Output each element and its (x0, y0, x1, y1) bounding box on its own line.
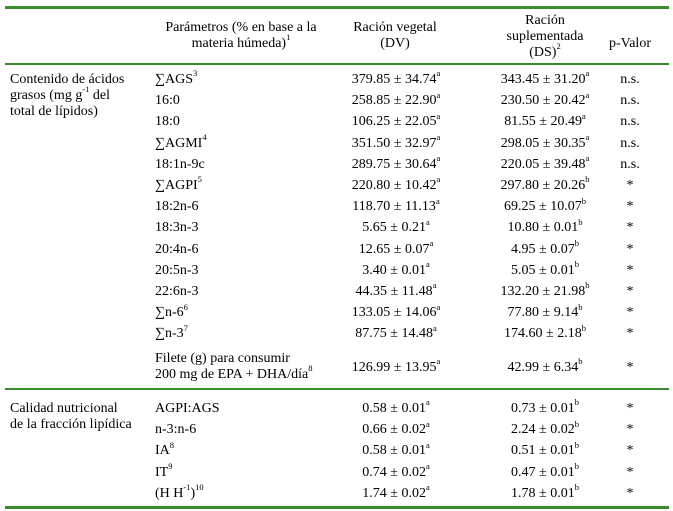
row-p-value: * (626, 241, 634, 257)
row-ds-value: 0.51 ± 0.01b (511, 439, 579, 459)
row-ds-value: 81.55 ± 20.49a (504, 110, 586, 130)
row-parameter: ∑n-66 (155, 301, 188, 321)
top-rule (5, 6, 669, 9)
row-parameter: n-3:n-6 (155, 422, 197, 438)
row-p-value: n.s. (620, 93, 640, 109)
row-ds-value: 132.20 ± 21.98b (500, 280, 590, 299)
row-p-value: * (626, 360, 634, 375)
row-p-value: * (626, 284, 634, 299)
header-dv: Ración vegetal (DV) (353, 20, 437, 51)
row-ds-value: 77.80 ± 9.14b (507, 301, 583, 321)
row-p-value: * (626, 464, 634, 480)
row-ds-value: 1.78 ± 0.01b (511, 482, 579, 501)
row-p-value: * (626, 199, 634, 215)
row-p-value: n.s. (620, 156, 640, 172)
row-p-value: * (626, 401, 634, 416)
group-separator-rule (5, 388, 669, 390)
row-p-value: n.s. (620, 135, 640, 151)
row-dv-value: 118.70 ± 11.13a (352, 195, 440, 215)
header-ds: Ración suplementada (DS)2 (506, 13, 584, 60)
header-p-value: p-Valor (609, 36, 651, 51)
row-dv-value: 87.75 ± 14.48a (355, 322, 437, 342)
row-parameter: Filete (g) para consumir 200 mg de EPA +… (155, 351, 313, 382)
row-dv-value: 289.75 ± 30.64a (351, 153, 441, 172)
row-ds-value: 5.05 ± 0.01b (511, 259, 579, 278)
row-parameter: 22:6n-3 (155, 284, 199, 299)
row-p-value: n.s. (620, 72, 640, 87)
row-parameter: 18:3n-3 (155, 220, 199, 236)
row-parameter: 20:4n-6 (155, 241, 199, 257)
row-dv-value: 5.65 ± 0.21a (362, 216, 430, 236)
row-p-value: * (626, 422, 634, 438)
group-label-nutritional-quality: Calidad nutricional de la fracción lipíd… (10, 401, 132, 432)
row-ds-value: 4.95 ± 0.07b (511, 237, 579, 257)
row-parameter: ∑AGPI5 (155, 174, 202, 193)
row-dv-value: 0.66 ± 0.02a (362, 418, 430, 438)
row-ds-value: 230.50 ± 20.42a (500, 89, 590, 109)
row-dv-value: 0.58 ± 0.01a (362, 397, 430, 416)
row-ds-value: 69.25 ± 10.07b (504, 195, 586, 215)
row-parameter: IA8 (155, 439, 175, 459)
row-parameter: IT9 (155, 460, 173, 480)
row-parameter: ∑AGMI4 (155, 131, 207, 151)
row-dv-value: 0.58 ± 0.01a (362, 439, 430, 459)
row-p-value: * (626, 220, 634, 236)
row-p-value: * (626, 326, 634, 342)
row-dv-value: 133.05 ± 14.06a (351, 301, 441, 321)
row-dv-value: 220.80 ± 10.42a (351, 174, 441, 193)
row-ds-value: 343.45 ± 31.20a (500, 68, 590, 87)
row-parameter: 18:1n-9c (155, 156, 205, 172)
row-parameter: AGPI:AGS (155, 401, 220, 416)
row-p-value: * (626, 178, 634, 193)
row-dv-value: 126.99 ± 13.95a (351, 356, 441, 375)
row-ds-value: 2.24 ± 0.02b (511, 418, 579, 438)
row-parameter: 20:5n-3 (155, 262, 199, 278)
row-parameter: ∑n-37 (155, 322, 188, 342)
header-rule (5, 63, 669, 65)
row-dv-value: 0.74 ± 0.02a (362, 460, 430, 480)
row-parameter: 18:0 (155, 114, 180, 130)
row-ds-value: 10.80 ± 0.01b (507, 216, 583, 236)
row-dv-value: 258.85 ± 22.90a (351, 89, 441, 109)
bottom-rule (5, 506, 669, 509)
row-ds-value: 298.05 ± 30.35a (500, 131, 590, 151)
row-ds-value: 42.99 ± 6.34b (507, 356, 583, 375)
row-ds-value: 0.47 ± 0.01b (511, 460, 579, 480)
row-dv-value: 44.35 ± 11.48a (355, 280, 437, 299)
row-p-value: * (626, 485, 634, 501)
row-dv-value: 1.74 ± 0.02a (362, 482, 430, 501)
row-ds-value: 0.73 ± 0.01b (511, 397, 579, 416)
row-parameter: ∑AGS3 (155, 68, 198, 87)
row-p-value: * (626, 443, 634, 459)
row-dv-value: 106.25 ± 22.05a (351, 110, 441, 130)
group-label-fatty-acids: Contenido de ácidos grasos (mg g-1 del t… (10, 72, 125, 119)
row-p-value: * (626, 262, 634, 278)
row-parameter: 16:0 (155, 93, 180, 109)
row-parameter: 18:2n-6 (155, 199, 199, 215)
row-dv-value: 351.50 ± 32.97a (351, 131, 441, 151)
row-p-value: * (626, 305, 634, 321)
row-parameter: (H H-1)10 (155, 482, 204, 501)
row-ds-value: 297.80 ± 20.26b (500, 174, 590, 193)
row-dv-value: 12.65 ± 0.07a (358, 237, 434, 257)
header-parameters: Parámetros (% en base a la materia húmed… (165, 20, 317, 51)
row-dv-value: 3.40 ± 0.01a (362, 259, 430, 278)
row-ds-value: 174.60 ± 2.18b (504, 322, 586, 342)
row-ds-value: 220.05 ± 39.48a (500, 153, 590, 172)
row-p-value: n.s. (620, 114, 640, 130)
row-dv-value: 379.85 ± 34.74a (351, 68, 441, 87)
